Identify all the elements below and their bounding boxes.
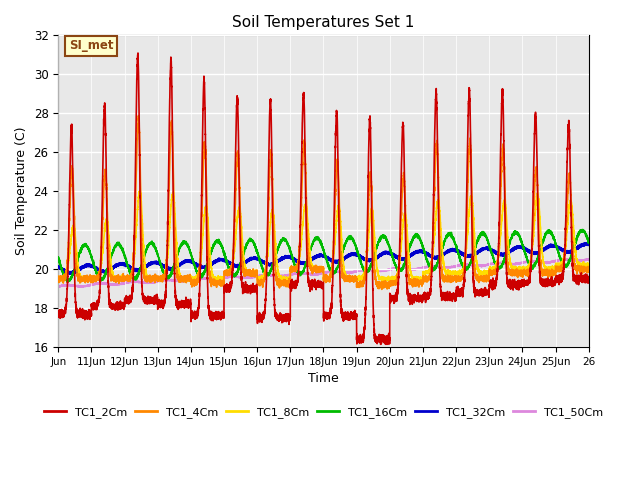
TC1_16Cm [73,258,81,264]
TC1_50Cm [218,276,225,282]
TC1_4Cm [54,276,62,281]
Line: TC1_4Cm: TC1_4Cm [58,116,589,289]
TC1_16Cm [453,245,461,251]
Line: TC1_50Cm: TC1_50Cm [58,259,589,287]
TC1_2Cm [73,308,81,314]
TC1_32Cm [580,241,588,247]
TC1_2Cm [218,312,225,318]
TC1_8Cm [218,277,225,283]
TC1_50Cm [558,256,566,262]
TC1_8Cm [292,265,300,271]
TC1_32Cm [517,244,525,250]
Line: TC1_8Cm: TC1_8Cm [58,191,589,282]
TC1_4Cm [192,277,200,283]
Text: SI_met: SI_met [69,39,113,52]
Title: Soil Temperatures Set 1: Soil Temperatures Set 1 [232,15,415,30]
Line: TC1_32Cm: TC1_32Cm [58,244,589,274]
TC1_32Cm [192,262,200,267]
TC1_2Cm [453,288,461,294]
TC1_50Cm [292,271,300,276]
TC1_4Cm [585,269,593,275]
TC1_2Cm [377,341,385,347]
TC1_4Cm [134,113,142,119]
TC1_4Cm [517,268,525,274]
TC1_8Cm [192,276,200,282]
TC1_50Cm [192,276,200,282]
TC1_50Cm [585,256,593,262]
X-axis label: Time: Time [308,372,339,385]
TC1_8Cm [453,270,461,276]
TC1_50Cm [453,264,461,269]
TC1_8Cm [54,276,62,282]
TC1_50Cm [54,284,62,289]
Line: TC1_2Cm: TC1_2Cm [58,53,589,344]
TC1_8Cm [136,188,143,194]
TC1_16Cm [54,254,62,260]
TC1_2Cm [585,274,593,280]
TC1_32Cm [585,241,593,247]
TC1_8Cm [585,262,593,268]
TC1_2Cm [292,280,300,286]
TC1_2Cm [517,278,525,284]
TC1_4Cm [73,267,81,273]
TC1_2Cm [134,50,142,56]
TC1_8Cm [73,251,81,256]
TC1_16Cm [192,264,200,270]
TC1_16Cm [517,238,525,243]
Y-axis label: Soil Temperature (C): Soil Temperature (C) [15,127,28,255]
TC1_50Cm [73,284,81,289]
TC1_16Cm [218,242,225,248]
TC1_4Cm [378,287,386,292]
TC1_4Cm [453,275,461,281]
TC1_4Cm [292,266,300,272]
TC1_32Cm [218,257,225,263]
TC1_32Cm [67,271,74,276]
TC1_32Cm [292,258,300,264]
TC1_16Cm [292,266,300,272]
TC1_16Cm [63,278,71,284]
TC1_50Cm [79,284,86,290]
TC1_50Cm [517,260,525,266]
TC1_8Cm [280,279,288,285]
Line: TC1_16Cm: TC1_16Cm [58,229,589,281]
TC1_8Cm [517,268,525,274]
TC1_32Cm [453,248,461,254]
Legend: TC1_2Cm, TC1_4Cm, TC1_8Cm, TC1_16Cm, TC1_32Cm, TC1_50Cm: TC1_2Cm, TC1_4Cm, TC1_8Cm, TC1_16Cm, TC1… [39,402,608,422]
TC1_32Cm [73,268,81,274]
TC1_16Cm [585,240,593,246]
TC1_16Cm [579,227,587,232]
TC1_2Cm [192,315,200,321]
TC1_32Cm [54,264,62,270]
TC1_2Cm [54,308,62,313]
TC1_4Cm [218,280,225,286]
